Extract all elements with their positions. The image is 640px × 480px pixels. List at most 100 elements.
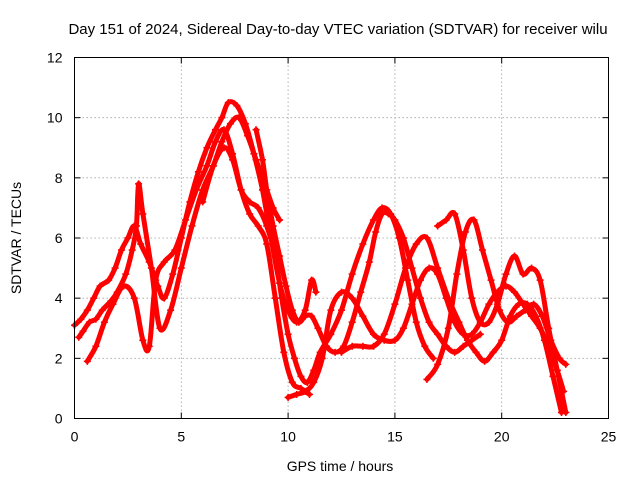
data-point — [459, 246, 467, 254]
data-point — [468, 330, 476, 338]
series-sat-d — [200, 145, 436, 386]
data-point — [258, 156, 266, 164]
x-tick-label: 5 — [177, 429, 185, 445]
data-point — [434, 264, 442, 272]
data-point — [521, 306, 529, 314]
data-point — [391, 216, 399, 224]
data-point — [513, 312, 521, 320]
data-point — [338, 306, 345, 314]
data-point — [209, 162, 217, 170]
data-point — [331, 348, 339, 356]
data-point — [252, 126, 260, 134]
x-tick-label: 0 — [71, 429, 79, 445]
data-point — [338, 348, 345, 356]
data-point — [348, 270, 356, 278]
data-point — [485, 300, 493, 308]
y-tick-label: 4 — [55, 290, 63, 306]
data-point — [128, 246, 136, 254]
data-point — [417, 294, 425, 302]
data-point — [111, 264, 119, 272]
data-point — [318, 354, 326, 362]
series-sat-b — [76, 114, 283, 340]
data-point — [224, 99, 232, 107]
data-point — [291, 354, 299, 362]
data-point — [476, 330, 484, 338]
y-tick-label: 0 — [55, 411, 63, 427]
data-point — [92, 342, 100, 350]
data-point — [434, 222, 442, 230]
data-point — [453, 270, 461, 278]
data-point — [402, 264, 410, 272]
data-point — [434, 330, 442, 338]
data-point — [553, 366, 561, 374]
data-point — [132, 222, 140, 230]
data-point — [408, 264, 416, 272]
data-point — [246, 210, 254, 218]
x-tick-label: 15 — [387, 429, 403, 445]
data-point — [284, 330, 292, 338]
data-point — [545, 324, 553, 332]
data-point — [229, 156, 237, 164]
data-point — [271, 294, 279, 302]
data-point — [327, 306, 335, 314]
data-point — [226, 120, 234, 128]
data-point — [310, 378, 318, 386]
data-point — [310, 366, 318, 374]
data-point — [478, 246, 486, 254]
data-point — [455, 318, 463, 326]
data-point — [498, 336, 506, 344]
data-point — [451, 348, 459, 356]
data-point — [177, 264, 185, 272]
data-point — [100, 318, 108, 326]
data-point — [378, 204, 386, 212]
data-point — [365, 258, 373, 266]
data-point — [75, 333, 83, 341]
data-point — [203, 144, 211, 152]
data-point — [429, 354, 437, 362]
data-point — [338, 288, 345, 296]
data-point — [528, 264, 536, 272]
data-point — [117, 246, 125, 254]
data-point — [540, 336, 548, 344]
y-tick-label: 10 — [47, 110, 63, 126]
data-point — [372, 228, 380, 236]
data-point — [412, 240, 420, 248]
data-point — [220, 144, 228, 152]
data-point — [562, 408, 570, 416]
data-point — [519, 270, 527, 278]
data-point — [139, 336, 147, 344]
data-point — [481, 357, 489, 365]
data-point — [218, 114, 226, 122]
y-tick-label: 8 — [55, 170, 63, 186]
x-tick-label: 25 — [601, 429, 617, 445]
data-point — [220, 126, 228, 134]
data-point — [254, 222, 262, 230]
data-point — [408, 300, 416, 308]
data-point — [152, 276, 160, 284]
data-point — [252, 156, 260, 164]
data-point — [263, 186, 271, 194]
y-tick-label: 2 — [55, 350, 63, 366]
data-point — [280, 348, 288, 356]
data-point — [167, 306, 175, 314]
data-point — [348, 342, 356, 350]
series-sat-i — [435, 209, 569, 415]
data-point — [171, 246, 179, 254]
data-point — [472, 348, 480, 356]
data-point — [130, 294, 138, 302]
data-point — [348, 294, 356, 302]
data-point — [194, 168, 202, 176]
data-point — [511, 288, 519, 296]
data-point — [145, 342, 153, 350]
data-point — [399, 324, 407, 332]
data-point — [295, 318, 303, 326]
data-point — [199, 198, 207, 206]
data-point — [218, 138, 226, 146]
data-point — [485, 318, 493, 326]
data-point — [421, 342, 429, 350]
data-point — [160, 294, 168, 302]
data-point — [417, 276, 425, 284]
data-point — [182, 216, 190, 224]
data-point — [404, 276, 412, 284]
data-point — [487, 276, 495, 284]
